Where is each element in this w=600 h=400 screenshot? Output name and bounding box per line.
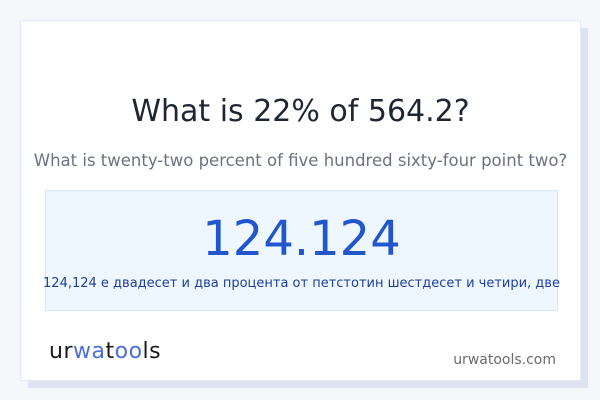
page-subtitle: What is twenty-two percent of five hundr… <box>33 151 568 170</box>
logo-part: ls <box>142 339 162 364</box>
logo-part: ur <box>49 339 73 364</box>
result-words: 124,124 е двадесет и два процента от пет… <box>43 276 560 291</box>
logo-part: t <box>105 339 115 364</box>
page-title: What is 22% of 564.2? <box>131 94 470 129</box>
result-value: 124.124 <box>202 211 401 267</box>
logo-part: wa <box>73 339 106 364</box>
logo-part: oo <box>114 339 143 364</box>
result-box: 124.124 124,124 е двадесет и два процент… <box>43 190 560 311</box>
site-url: urwatools.com <box>453 352 556 368</box>
urwatools-logo: urwatools <box>49 339 161 364</box>
result-card: What is 22% of 564.2? What is twenty-two… <box>20 20 581 381</box>
